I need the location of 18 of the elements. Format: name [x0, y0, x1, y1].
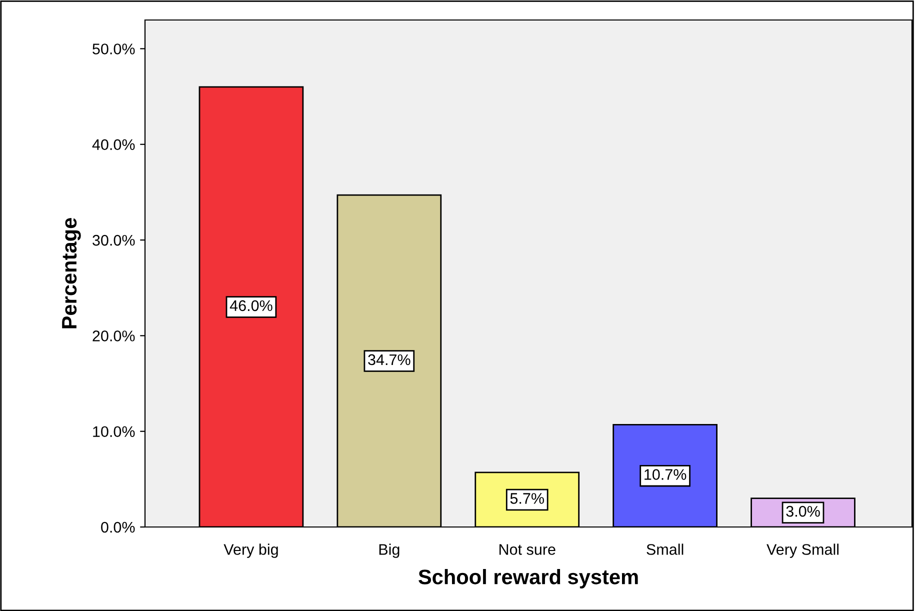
data-label: 3.0% [786, 506, 820, 517]
data-label: 5.7% [510, 493, 544, 504]
data-label: 46.0% [230, 300, 272, 312]
x-tick-label: Big [379, 544, 400, 558]
y-tick-label: 10.0% [93, 426, 135, 438]
x-tick-label: Very big [224, 544, 278, 558]
data-label: 10.7% [644, 469, 686, 480]
x-axis-title: School reward system [418, 569, 638, 588]
y-tick-label: 50.0% [92, 44, 135, 54]
x-tick-label: Very Small [766, 544, 839, 558]
x-tick-label: Small [646, 544, 684, 555]
x-tick-label: Not sure [500, 544, 556, 555]
y-tick-label: 40.0% [92, 139, 135, 150]
y-tick-label: 30.0% [92, 234, 135, 246]
y-tick-label: 20.0% [92, 330, 135, 342]
y-tick-label: 0.0% [101, 522, 135, 533]
y-axis-title: Percentage [62, 218, 81, 328]
data-label: 34.7% [368, 354, 410, 366]
